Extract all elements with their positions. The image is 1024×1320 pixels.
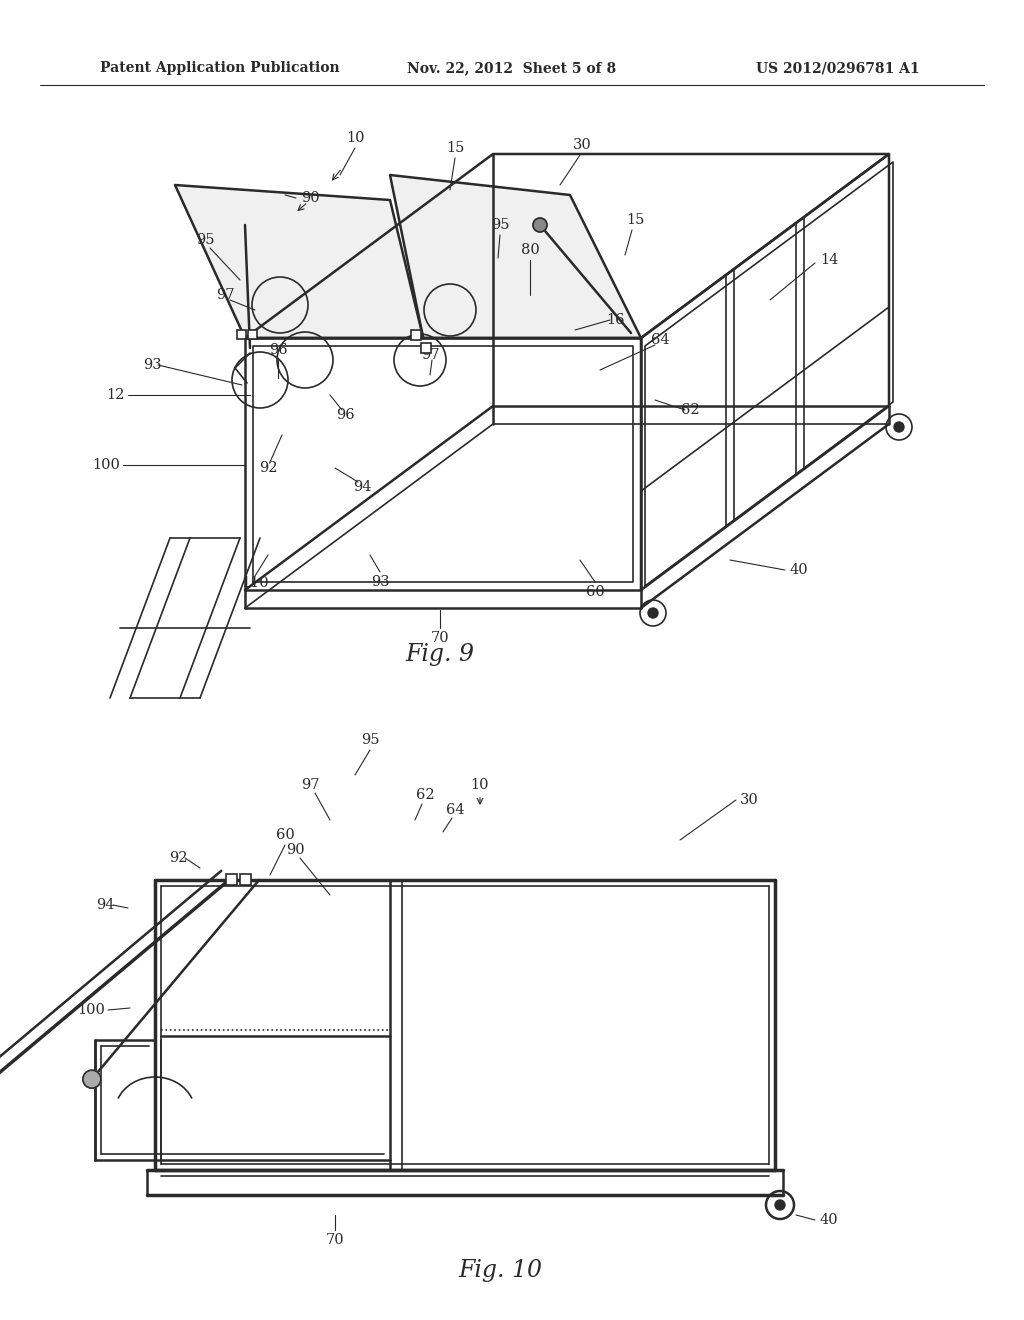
Text: 62: 62: [416, 788, 434, 803]
Text: 95: 95: [196, 234, 214, 247]
Text: Patent Application Publication: Patent Application Publication: [100, 61, 340, 75]
Bar: [226, 874, 237, 884]
Text: 95: 95: [490, 218, 509, 232]
Text: 110: 110: [242, 576, 269, 590]
Text: 70: 70: [326, 1233, 344, 1247]
Text: 90: 90: [301, 191, 319, 205]
Circle shape: [534, 218, 547, 232]
Text: 60: 60: [586, 585, 604, 599]
Bar: [248, 330, 257, 339]
Text: 40: 40: [820, 1213, 839, 1228]
Bar: [412, 330, 421, 341]
Circle shape: [775, 1200, 785, 1210]
Text: 93: 93: [371, 576, 389, 589]
Text: 80: 80: [520, 243, 540, 257]
Text: US 2012/0296781 A1: US 2012/0296781 A1: [757, 61, 920, 75]
Text: 15: 15: [626, 213, 644, 227]
Bar: [421, 343, 431, 352]
Text: 95: 95: [360, 733, 379, 747]
Circle shape: [83, 1071, 101, 1088]
Text: 15: 15: [445, 141, 464, 154]
Text: 60: 60: [275, 828, 294, 842]
Text: 64: 64: [650, 333, 670, 347]
Text: 94: 94: [352, 480, 372, 494]
Text: 10: 10: [471, 777, 489, 792]
Bar: [237, 330, 246, 339]
Text: 100: 100: [77, 1003, 105, 1016]
Circle shape: [648, 609, 658, 618]
Text: 16: 16: [606, 313, 625, 327]
Text: 92: 92: [169, 851, 187, 865]
Text: 97: 97: [421, 348, 439, 362]
Text: 90: 90: [286, 843, 304, 857]
Text: 97: 97: [216, 288, 234, 302]
Text: 97: 97: [301, 777, 319, 792]
Text: 92: 92: [259, 461, 278, 475]
Text: Fig. 9: Fig. 9: [406, 644, 474, 667]
Polygon shape: [390, 176, 641, 338]
Text: 96: 96: [336, 408, 354, 422]
Text: 100: 100: [92, 458, 120, 473]
Text: Fig. 10: Fig. 10: [458, 1258, 542, 1282]
Text: 10: 10: [346, 131, 365, 145]
Text: 96: 96: [268, 343, 288, 356]
Text: 70: 70: [431, 631, 450, 645]
Text: 40: 40: [790, 564, 809, 577]
Text: 64: 64: [445, 803, 464, 817]
Text: 94: 94: [96, 898, 115, 912]
Text: 93: 93: [142, 358, 162, 372]
Text: 12: 12: [106, 388, 125, 403]
Text: 14: 14: [820, 253, 839, 267]
Bar: [240, 874, 251, 884]
Text: 30: 30: [740, 793, 759, 807]
Text: 62: 62: [681, 403, 699, 417]
Polygon shape: [175, 185, 423, 338]
Circle shape: [894, 422, 904, 432]
Text: Nov. 22, 2012  Sheet 5 of 8: Nov. 22, 2012 Sheet 5 of 8: [408, 61, 616, 75]
Text: 30: 30: [572, 139, 592, 152]
